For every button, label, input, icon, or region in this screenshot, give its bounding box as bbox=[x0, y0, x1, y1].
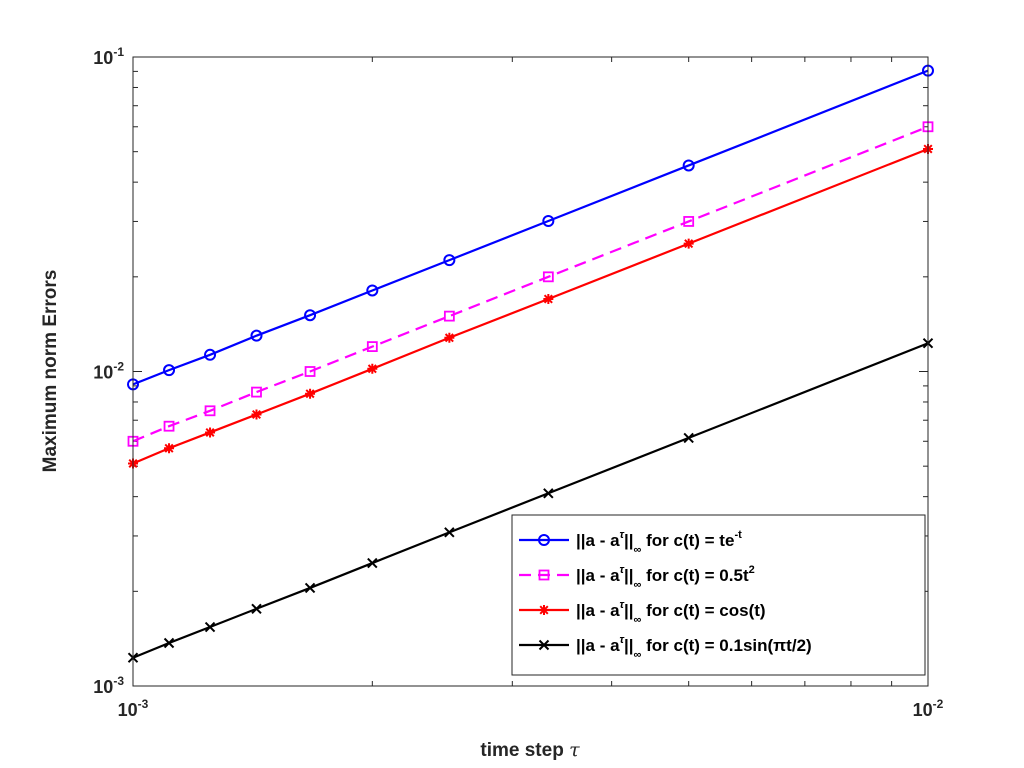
legend-entry-4: ||a - aτ||∞ for c(t) = 0.1sin(πt/2) bbox=[519, 634, 812, 661]
series-4-point bbox=[304, 582, 316, 594]
series-1-point bbox=[542, 214, 555, 227]
series-3-point bbox=[367, 363, 378, 374]
legend-norm-subscript: ∞ bbox=[634, 544, 642, 556]
series-4-line bbox=[132, 342, 929, 659]
series-4-point bbox=[251, 603, 262, 614]
x-tick-label-exponent: -3 bbox=[138, 697, 149, 711]
legend-text-main: for c(t) = cos(t) bbox=[641, 601, 765, 620]
y-tick-label-base: 10 bbox=[93, 48, 113, 68]
series-3-point bbox=[305, 388, 316, 399]
legend-entry-1: ||a - aτ||∞ for c(t) = te-t bbox=[519, 529, 742, 556]
y-tick-label: 10-2 bbox=[93, 360, 124, 383]
legend-label: ||a - aτ||∞ for c(t) = cos(t) bbox=[576, 599, 766, 626]
series-2-line bbox=[132, 125, 929, 443]
legend-norm: ||a - a bbox=[576, 601, 620, 620]
plot-area-frame bbox=[132, 56, 929, 687]
series-1-point bbox=[204, 348, 217, 361]
series-2 bbox=[127, 121, 934, 447]
series-2-point bbox=[304, 366, 316, 377]
series-3-point bbox=[683, 238, 694, 249]
series-3-point bbox=[164, 443, 175, 454]
series-1-point bbox=[682, 159, 695, 172]
legend-norm-subscript: ∞ bbox=[634, 614, 642, 626]
legend-text-main: for c(t) = 0.1sin(πt/2) bbox=[641, 636, 811, 655]
legend-text-main: for c(t) = te bbox=[641, 531, 734, 550]
y-tick-label-base: 10 bbox=[93, 363, 113, 383]
legend-norm-superscript: τ bbox=[620, 564, 625, 576]
x-axis-title-text: time step bbox=[480, 740, 563, 761]
series-2-point bbox=[163, 420, 175, 432]
series-3-point bbox=[251, 409, 262, 420]
series-layer bbox=[127, 64, 934, 663]
series-4-point bbox=[163, 637, 175, 649]
series-1-point bbox=[163, 364, 176, 377]
legend-label: ||a - aτ||∞ for c(t) = 0.5t2 bbox=[576, 564, 755, 591]
series-2-point bbox=[542, 271, 554, 283]
x-tick-label-exponent: -2 bbox=[933, 697, 944, 711]
legend-norm-superscript: τ bbox=[620, 599, 625, 611]
legend-norm: ||a - a bbox=[576, 636, 620, 655]
tick-labels: 10-3 10-210-310-210-1 bbox=[93, 45, 943, 720]
series-2-point bbox=[204, 405, 216, 417]
x-axis-title: time step τ bbox=[480, 739, 580, 761]
series-4-point bbox=[204, 621, 216, 633]
legend-marker-sample bbox=[538, 569, 550, 581]
series-3-line bbox=[132, 147, 929, 465]
series-1-point bbox=[366, 284, 379, 297]
legend-marker-sample bbox=[538, 534, 550, 546]
y-tick-label-exponent: -1 bbox=[113, 45, 124, 59]
x-tick-label: 10-2 bbox=[913, 697, 944, 720]
legend: ||a - aτ||∞ for c(t) = te-t||a - aτ||∞ f… bbox=[511, 514, 926, 676]
x-tick-label-base: 10 bbox=[913, 700, 933, 720]
y-axis-title: Maximum norm Errors bbox=[40, 270, 61, 473]
legend-norm: ||a - a bbox=[576, 531, 620, 550]
series-2-point bbox=[683, 216, 695, 227]
legend-box bbox=[511, 514, 926, 676]
legend-norm-superscript: τ bbox=[620, 634, 625, 646]
series-4-point bbox=[683, 432, 694, 444]
legend-norm-subscript: ∞ bbox=[634, 579, 642, 591]
y-tick-label: 10-1 bbox=[93, 45, 124, 68]
y-tick-label-exponent: -2 bbox=[113, 360, 124, 374]
series-3-point bbox=[205, 427, 216, 438]
legend-norm-superscript: τ bbox=[620, 529, 625, 541]
legend-norm-close: || bbox=[624, 566, 634, 585]
legend-entry-2: ||a - aτ||∞ for c(t) = 0.5t2 bbox=[519, 564, 755, 591]
series-2-point bbox=[366, 341, 378, 352]
legend-norm-subscript: ∞ bbox=[634, 649, 642, 661]
legend-norm: ||a - a bbox=[576, 566, 620, 585]
series-4-point bbox=[543, 488, 554, 499]
series-4-point bbox=[444, 527, 455, 538]
legend-norm-close: || bbox=[624, 531, 634, 550]
legend-label: ||a - aτ||∞ for c(t) = 0.1sin(πt/2) bbox=[576, 634, 812, 661]
legend-entry-3: ||a - aτ||∞ for c(t) = cos(t) bbox=[519, 599, 766, 626]
series-2-point bbox=[251, 386, 262, 398]
y-tick-label-exponent: -3 bbox=[113, 674, 124, 688]
legend-marker-sample bbox=[539, 605, 549, 615]
legend-text-main: for c(t) = 0.5t bbox=[641, 566, 749, 585]
legend-norm-close: || bbox=[624, 601, 634, 620]
y-tick-label: 10-3 bbox=[93, 674, 124, 697]
series-1-point bbox=[443, 254, 456, 267]
legend-text-superscript: 2 bbox=[749, 564, 755, 576]
legend-norm-close: || bbox=[624, 636, 634, 655]
series-1-line bbox=[132, 69, 929, 386]
series-3-point bbox=[543, 294, 554, 305]
x-tick-label: 10-3 bbox=[118, 697, 149, 720]
series-1-point bbox=[250, 329, 263, 342]
legend-label: ||a - aτ||∞ for c(t) = te-t bbox=[576, 529, 742, 556]
y-tick-label-base: 10 bbox=[93, 677, 113, 697]
series-2-point bbox=[443, 310, 455, 322]
x-axis-title-symbol: τ bbox=[569, 739, 580, 761]
series-4-point bbox=[367, 557, 378, 569]
x-tick-label-base: 10 bbox=[118, 700, 138, 720]
legend-text-superscript: -t bbox=[734, 529, 742, 541]
legend-marker-sample bbox=[538, 639, 550, 651]
series-3-point bbox=[444, 332, 455, 343]
series-1-point bbox=[304, 309, 317, 322]
